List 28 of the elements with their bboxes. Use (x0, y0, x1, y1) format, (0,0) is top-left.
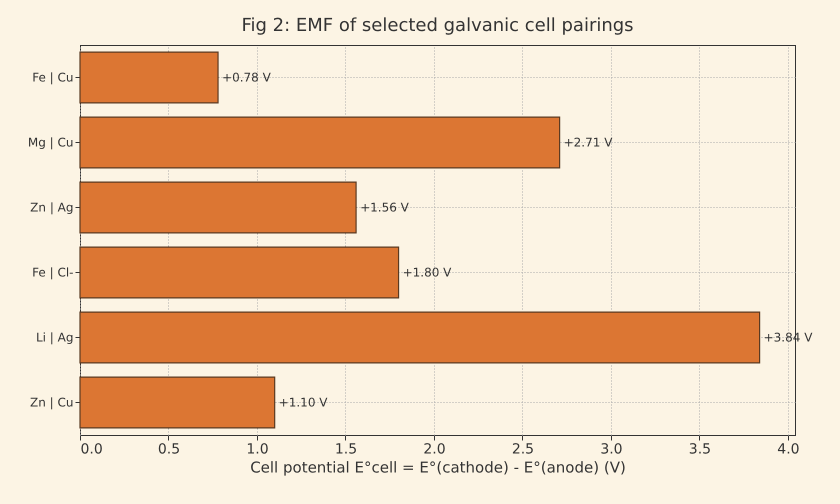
data-label: +1.56 V (360, 200, 410, 214)
x-tick-label: 3.0 (600, 442, 623, 458)
x-tick-label: 0.5 (158, 442, 180, 458)
x-tick-label: 1.0 (246, 442, 269, 458)
data-label: +0.78 V (222, 70, 272, 84)
data-label: +1.80 V (402, 266, 452, 280)
x-tick-label: 2.5 (512, 442, 534, 458)
x-tick-label: 3.5 (688, 442, 712, 458)
y-tick-label: Zn | Cu (30, 396, 74, 410)
y-tick-label: Li | Ag (36, 330, 74, 344)
x-tick-label: 1.5 (334, 442, 358, 458)
bar (79, 246, 400, 298)
x-tick-label: 2.0 (423, 442, 446, 458)
y-tick-label: Zn | Ag (30, 200, 74, 214)
bar (79, 182, 357, 234)
data-label: +1.10 V (278, 396, 328, 410)
bar (79, 376, 276, 428)
x-tick-label: 4.0 (777, 442, 800, 458)
x-axis-title: Cell potential E°cell = E°(cathode) - E°(anode) (V) (250, 458, 626, 476)
y-tick-label: Fe | Cu (32, 70, 74, 84)
y-tick-label: Fe | Cl- (32, 266, 74, 280)
data-label: +2.71 V (564, 136, 614, 150)
x-tick-label: 0.0 (80, 442, 103, 458)
y-tick-label: Mg | Cu (28, 136, 74, 150)
chart-title: Fig 2: EMF of selected galvanic cell pairings (241, 15, 634, 36)
bar (79, 116, 560, 168)
bar (79, 312, 760, 364)
bar (79, 52, 219, 104)
